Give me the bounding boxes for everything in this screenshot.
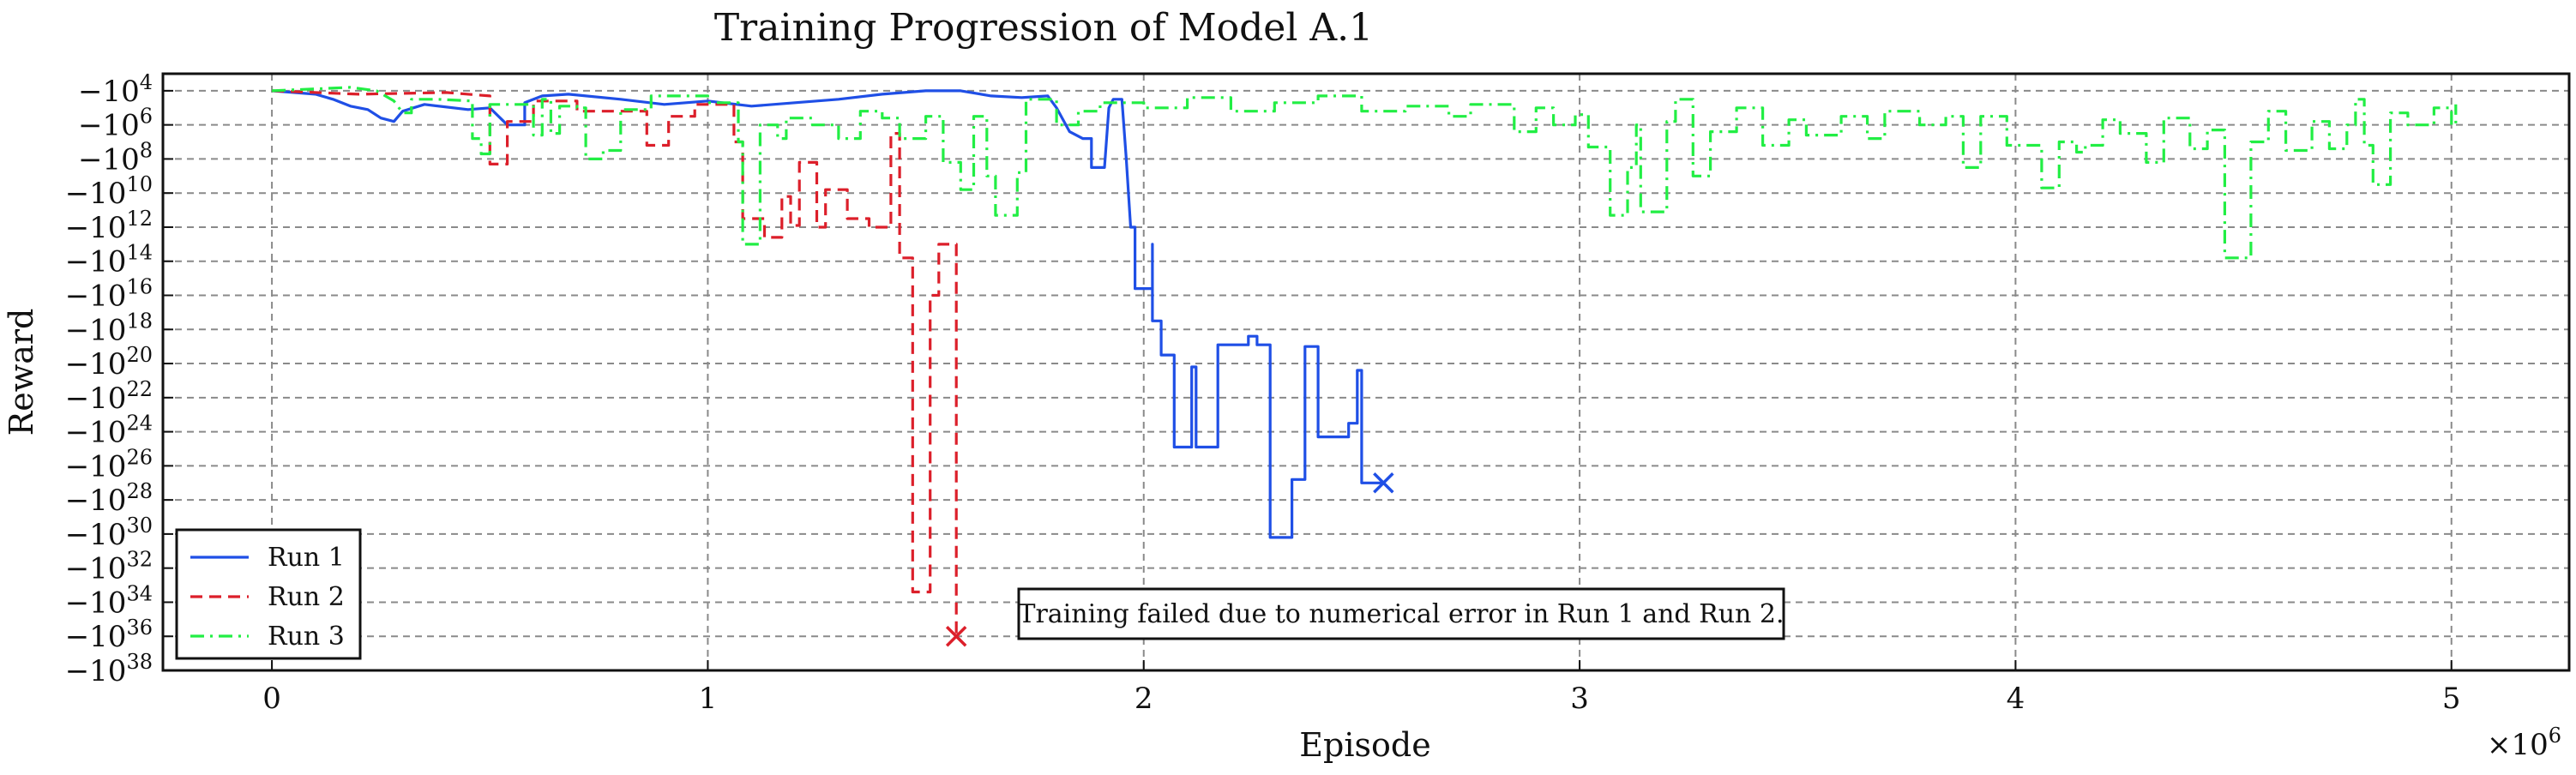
series-line-1: [271, 89, 1384, 539]
y-tick-label: −1026: [65, 445, 153, 484]
y-tick-label: −1032: [65, 548, 153, 586]
y-tick-label: −1022: [65, 377, 153, 416]
y-tick-label: −108: [78, 138, 153, 177]
annotation-frame: [1017, 587, 1785, 640]
series-line-3: [272, 86, 2458, 260]
legend-label-2: Run 2: [268, 582, 345, 612]
series-layer: [271, 86, 2458, 647]
y-tick-label: −1014: [65, 241, 153, 279]
x-tick-label: 3: [1570, 682, 1589, 716]
chart-title: Training Progression of Model A.1: [714, 6, 1373, 50]
y-tick-label: −1034: [65, 581, 153, 620]
y-tick-label: −1020: [65, 343, 153, 381]
x-tick-label: 1: [699, 682, 718, 716]
y-tick-label: −1024: [65, 412, 153, 450]
y-tick-label: −1012: [65, 207, 153, 245]
grid-layer: [163, 74, 2569, 670]
x-ticks: 0 1 2 3 4 5: [262, 660, 2461, 716]
annotation-text: Training failed due to numerical error i…: [1018, 599, 1784, 629]
y-tick-label: −1038: [65, 650, 153, 688]
x-axis-label: Episode: [1299, 726, 1430, 764]
y-tick-label: −1016: [65, 275, 153, 314]
y-tick-label: −106: [78, 105, 153, 143]
y-tick-label: −1018: [65, 309, 153, 347]
y-tick-label: −104: [78, 70, 153, 109]
series-end-marker-1: [1373, 472, 1394, 494]
x-tick-label: 2: [1135, 682, 1153, 716]
y-tick-label: −1010: [65, 172, 153, 211]
x-tick-label: 4: [2007, 682, 2025, 716]
legend-label-1: Run 1: [268, 543, 345, 573]
annotation-box: Training failed due to numerical error i…: [1017, 587, 1785, 640]
y-tick-label: −1028: [65, 479, 153, 518]
y-ticks: −104−106−108−1010−1012−1014−1016−1018−10…: [65, 70, 173, 688]
x-tick-label: 5: [2442, 682, 2461, 716]
series-end-marker-2: [945, 625, 967, 647]
x-axis-multiplier: ×106: [2487, 724, 2561, 762]
legend: Run 1 Run 2 Run 3: [175, 528, 362, 660]
y-axis-label: Reward: [3, 309, 40, 436]
y-tick-label: −1030: [65, 514, 153, 552]
legend-frame: [175, 528, 362, 660]
y-tick-label: −1036: [65, 616, 153, 654]
legend-label-3: Run 3: [268, 622, 345, 652]
plot-frame: [161, 72, 2571, 672]
x-tick-label: 0: [262, 682, 281, 716]
